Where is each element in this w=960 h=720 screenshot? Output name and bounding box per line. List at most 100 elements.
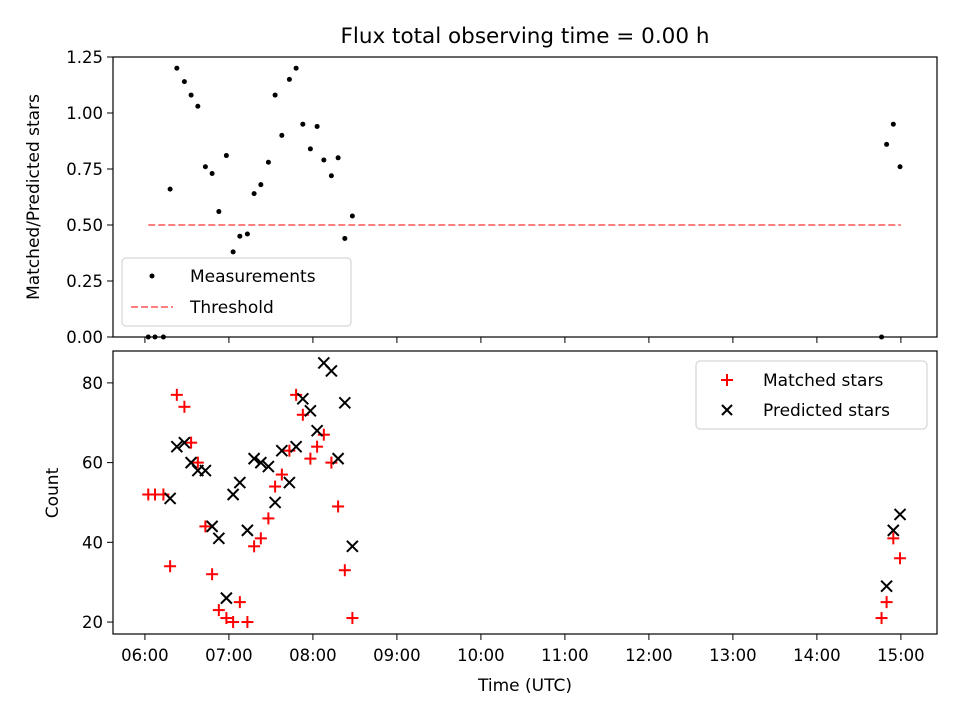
- matched-star-point: [887, 532, 900, 545]
- measurement-point: [307, 146, 313, 152]
- matched-star-point: [191, 456, 204, 469]
- bottom-y-tick-label: 60: [82, 454, 103, 473]
- predicted-star-point: [304, 404, 317, 417]
- top-legend-box: [121, 257, 352, 327]
- top-y-tick-label: 0.00: [66, 328, 103, 347]
- legend-predicted-label: Predicted stars: [763, 401, 890, 421]
- predicted-star-point: [205, 520, 219, 533]
- bottom-legend: Matched stars Predicted stars: [695, 360, 928, 430]
- measurement-point: [293, 65, 299, 71]
- matched-star-point: [262, 512, 275, 525]
- x-tick-label: 12:00: [625, 646, 673, 665]
- measurement-point: [897, 164, 903, 170]
- measurement-point: [884, 141, 890, 147]
- predicted-star-point: [233, 476, 247, 489]
- matched-star-point: [332, 500, 345, 513]
- legend-measurements-marker: [149, 273, 155, 279]
- matched-star-point: [338, 564, 351, 577]
- measurement-point: [286, 76, 292, 82]
- matched-star-point: [311, 440, 324, 453]
- x-tick-label: 09:00: [373, 646, 421, 665]
- measurement-point: [195, 103, 201, 109]
- predicted-star-point: [289, 440, 303, 453]
- measurement-point: [349, 213, 355, 219]
- x-axis-label: Time (UTC): [477, 676, 572, 696]
- measurement-point: [342, 235, 348, 241]
- matched-star-point: [227, 616, 240, 629]
- matched-star-point: [880, 596, 893, 609]
- measurement-point: [279, 132, 285, 138]
- bottom-axes-decor: 20 40 60 80 06:00 07:00 08:00 09:00 10:00 11:00 12…: [82, 374, 925, 665]
- chart-title: Flux total observing time = 0.00 h: [341, 24, 710, 49]
- top-y-axis-label: Matched/Predicted stars: [24, 94, 44, 300]
- matched-star-point: [164, 560, 177, 573]
- predicted-star-point: [170, 440, 184, 453]
- matched-star-point: [170, 388, 183, 401]
- legend-threshold-label: Threshold: [189, 298, 274, 318]
- measurement-point: [321, 157, 327, 163]
- top-panel: 0.00 0.25 0.50 0.75 1.00 1.25 Matched/Predict…: [24, 48, 938, 347]
- x-tick-label: 08:00: [289, 646, 337, 665]
- measurement-point: [202, 164, 208, 170]
- x-tick-label: 15:00: [877, 646, 925, 665]
- top-y-tick-label: 1.25: [66, 48, 103, 67]
- predicted-star-point: [310, 424, 324, 437]
- predicted-star-point: [331, 452, 345, 465]
- predicted-star-point: [220, 591, 233, 605]
- predicted-star-point: [262, 460, 275, 473]
- measurement-point: [174, 65, 180, 71]
- legend-matched-label: Matched stars: [763, 371, 883, 391]
- top-y-tick-label: 0.25: [66, 272, 103, 291]
- bottom-plot-marks: [142, 356, 907, 629]
- matched-star-point: [185, 436, 198, 449]
- measurement-point: [314, 123, 320, 129]
- measurement-point: [181, 79, 187, 85]
- measurement-point: [167, 186, 173, 192]
- matched-star-point: [199, 520, 212, 533]
- predicted-star-point: [212, 532, 226, 545]
- measurement-point: [265, 159, 271, 165]
- predicted-star-point: [325, 364, 338, 378]
- x-tick-label: 06:00: [121, 646, 169, 665]
- top-axes-decor: 0.00 0.25 0.50 0.75 1.00 1.25: [66, 48, 902, 347]
- bottom-legend-box: [695, 360, 928, 430]
- x-tick-label: 13:00: [709, 646, 757, 665]
- measurement-point: [216, 209, 222, 215]
- predicted-star-point: [178, 436, 191, 449]
- bottom-axes-frame: [112, 350, 938, 635]
- matched-star-point: [894, 552, 907, 565]
- matched-star-point: [233, 596, 246, 609]
- matched-star-point: [269, 480, 282, 493]
- predicted-star-point: [241, 524, 254, 537]
- predicted-star-point: [268, 496, 282, 509]
- legend-matched-marker: [721, 374, 733, 386]
- predicted-star-point: [893, 508, 907, 521]
- predicted-star-point: [338, 396, 352, 410]
- measurement-point: [251, 191, 257, 197]
- measurement-point: [237, 233, 243, 239]
- matched-star-point: [220, 612, 233, 625]
- measurement-point: [188, 92, 194, 98]
- matched-star-point: [206, 568, 219, 581]
- matched-star-point: [346, 612, 359, 625]
- top-legend: Measurements Threshold: [121, 257, 352, 327]
- matched-star-point: [875, 612, 888, 625]
- top-plot-marks: [145, 65, 903, 340]
- top-axes-frame: [112, 56, 938, 338]
- top-y-tick-label: 0.75: [66, 160, 103, 179]
- measurement-point: [300, 121, 306, 127]
- measurement-point: [209, 170, 215, 176]
- predicted-star-point: [254, 456, 268, 469]
- predicted-star-point: [247, 452, 261, 465]
- measurement-point: [258, 182, 264, 188]
- measurement-point: [890, 121, 896, 127]
- bottom-y-tick-label: 80: [82, 374, 103, 393]
- predicted-star-point: [296, 392, 310, 406]
- bottom-panel: 20 40 60 80 06:00 07:00 08:00 09:00 10:00 11:00 12…: [43, 350, 938, 696]
- predicted-star-point: [199, 464, 212, 477]
- matched-star-point: [178, 400, 191, 413]
- measurement-point: [328, 173, 334, 179]
- x-tick-label: 11:00: [541, 646, 589, 665]
